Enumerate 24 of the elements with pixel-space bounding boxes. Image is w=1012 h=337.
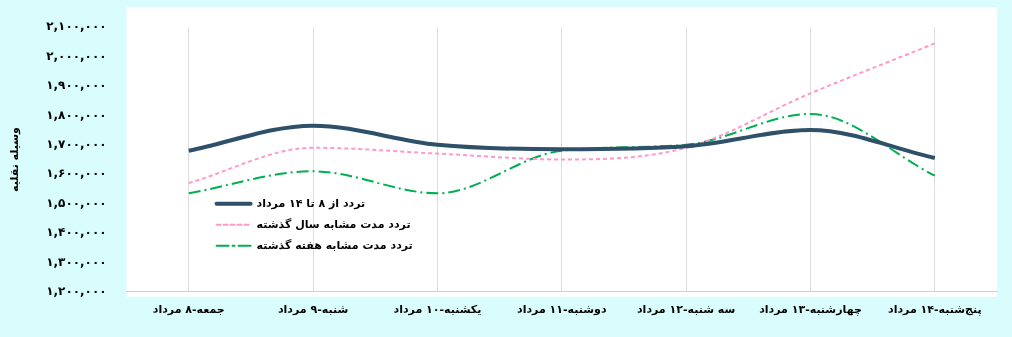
x-tick-label: یکشنبه-۱۰ مرداد <box>393 303 482 317</box>
x-tick-label: پنج‌شنبه-۱۴ مرداد <box>888 303 982 317</box>
x-tick-label: سه شنبه-۱۲ مرداد <box>636 303 736 317</box>
line-series <box>187 42 936 185</box>
y-tick-label: ۱,۲۰۰,۰۰۰ <box>46 283 107 298</box>
y-tick-label: ۱,۴۰۰,۰۰۰ <box>46 225 107 240</box>
y-tick-label: ۱,۳۰۰,۰۰۰ <box>46 254 107 269</box>
y-tick-label: ۲,۰۰۰,۰۰۰ <box>46 48 107 63</box>
y-tick-label: ۱,۹۰۰,۰۰۰ <box>46 78 107 93</box>
legend-label: تردد مدت مشابه هفته گذشته <box>256 238 413 252</box>
legend-label: تردد از ۸ تا ۱۴ مرداد <box>256 196 366 210</box>
y-tick-label: ۲,۱۰۰,۰۰۰ <box>46 19 107 34</box>
x-tick-label: دوشنبه-۱۱ مرداد <box>517 303 607 317</box>
x-tick-label: جمعه-۸ مرداد <box>152 303 225 317</box>
x-tick-label: شنبه-۹ مرداد <box>277 303 349 317</box>
y-tick-label: ۱,۸۰۰,۰۰۰ <box>46 107 107 122</box>
line-series <box>186 123 937 161</box>
x-tick-label: چهارشنبه-۱۳ مرداد <box>759 303 862 317</box>
line-series <box>187 112 936 195</box>
y-tick-label: ۱,۷۰۰,۰۰۰ <box>46 136 107 151</box>
y-axis-title: وسیله نقلیه <box>8 126 22 192</box>
y-tick-label: ۱,۵۰۰,۰۰۰ <box>46 195 107 210</box>
legend-label: تردد مدت مشابه سال گذشته <box>256 217 411 231</box>
y-tick-label: ۱,۶۰۰,۰۰۰ <box>46 166 107 181</box>
